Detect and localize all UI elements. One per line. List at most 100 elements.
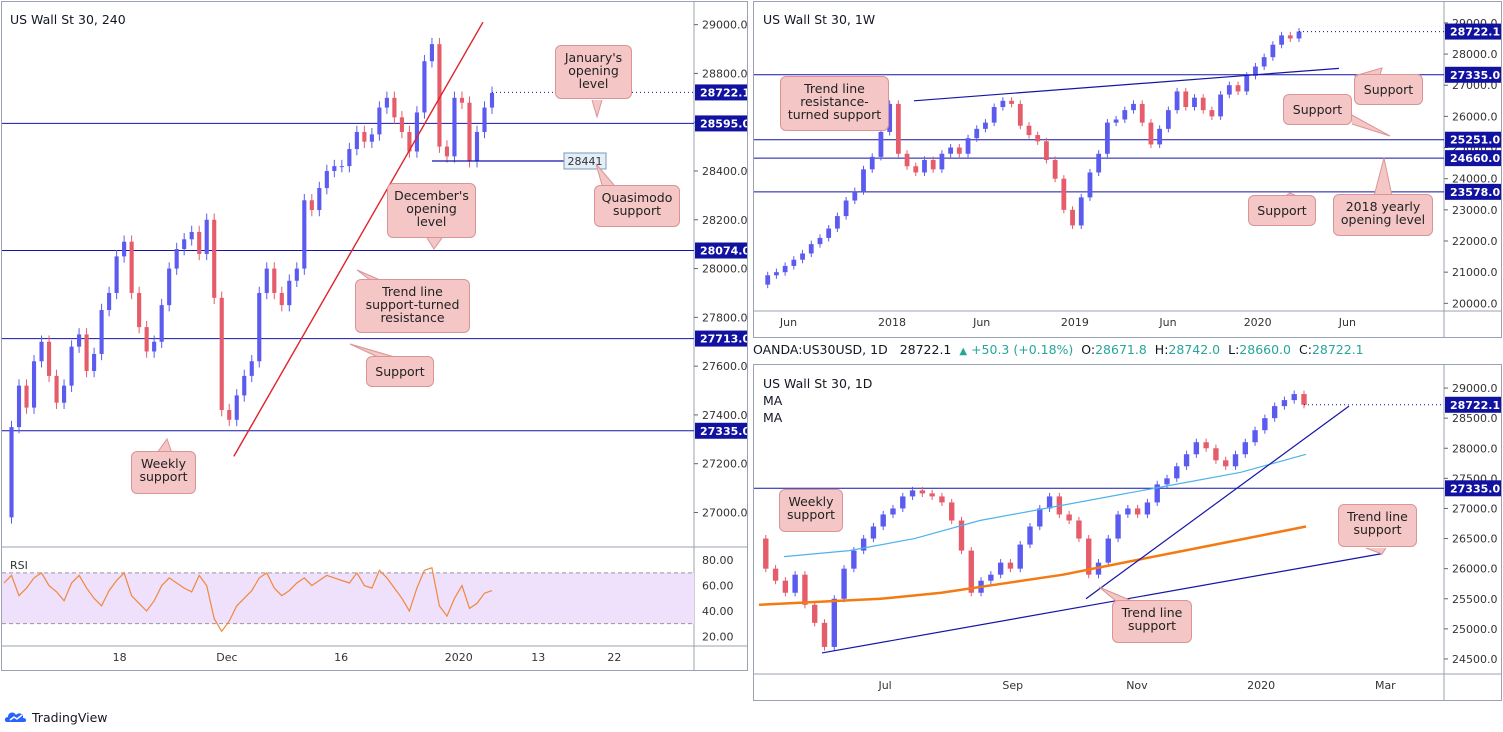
tradingview-logo[interactable]: TradingView xyxy=(4,709,108,725)
candle-body xyxy=(129,241,134,293)
candle-body xyxy=(429,44,435,62)
price-tick-label: 25000.0 xyxy=(1452,623,1498,636)
candle-body xyxy=(1232,454,1239,467)
candle-body xyxy=(1252,430,1258,443)
price-tick-label: 26000.0 xyxy=(1452,110,1498,123)
callout-line: January's xyxy=(564,50,623,65)
candle-body xyxy=(354,131,359,150)
candle-body xyxy=(1115,514,1121,539)
january-opening-callout: January's opening level xyxy=(555,45,632,99)
candle-body xyxy=(988,574,994,581)
candle-body xyxy=(922,160,927,173)
callout-line: December's xyxy=(394,188,469,203)
weekly-support-top-callout: Support xyxy=(1354,74,1423,105)
candle-body xyxy=(392,97,397,118)
candle-body xyxy=(929,493,935,497)
candle-body xyxy=(878,131,884,157)
candle-body xyxy=(1291,394,1297,401)
price-tick-label: 29000.0 xyxy=(1452,382,1498,395)
last-price-label: 28722.1 xyxy=(700,86,748,99)
weekly-chart-canvas[interactable]: 29000.028000.027000.026000.025000.024000… xyxy=(754,2,1502,338)
price-tick-label: 24000.0 xyxy=(1452,173,1498,186)
candle-body xyxy=(904,153,910,167)
candle-body xyxy=(317,188,322,211)
candle-body xyxy=(84,334,89,372)
level-price-label: 28595.0 xyxy=(700,117,748,130)
candle-body xyxy=(1007,562,1014,569)
candle-body xyxy=(174,249,179,269)
candle-body xyxy=(212,219,217,298)
candle-body xyxy=(339,166,344,168)
time-tick-label: Sep xyxy=(1002,679,1023,692)
candle-body xyxy=(1213,448,1219,461)
candle-body xyxy=(1000,100,1006,108)
candle-body xyxy=(197,231,202,254)
last-price-label: 28722.1 xyxy=(1450,399,1500,412)
candle-body xyxy=(1270,44,1276,58)
candle-body xyxy=(1076,520,1082,539)
candle-body xyxy=(1164,478,1170,485)
ohlc-high: 28742.0 xyxy=(1168,342,1221,357)
candle-body xyxy=(1131,103,1136,111)
price-tick-label: 28800.0 xyxy=(702,67,748,80)
ohlc-bar: OANDA:US30USD, 1D 28722.1 ▲ +50.3 (+0.18… xyxy=(753,342,1364,362)
candle-body xyxy=(1125,508,1131,515)
candle-body xyxy=(1148,122,1154,145)
candle-body xyxy=(1183,454,1190,467)
ohlc-open: 28671.8 xyxy=(1095,342,1147,357)
candle-body xyxy=(1087,172,1093,198)
candle-body xyxy=(930,160,936,170)
weekly-support-callout: Weekly support xyxy=(131,451,196,494)
callout-line: 2018 yearly xyxy=(1345,199,1421,214)
trend-line xyxy=(1085,405,1350,600)
price-tick-label: 27000.0 xyxy=(702,506,748,519)
time-tick-label: 18 xyxy=(113,651,127,664)
candle-body xyxy=(956,147,962,154)
candle-body xyxy=(1301,394,1307,405)
rsi-band xyxy=(2,572,694,624)
callout-line: turned support xyxy=(787,107,882,122)
tradingview-cloud-icon xyxy=(4,712,27,722)
candle-body xyxy=(369,134,374,142)
candle-body xyxy=(99,310,104,354)
candle-body xyxy=(1261,57,1267,67)
price-tick-label: 27800.0 xyxy=(702,311,748,324)
time-tick-label: Jun xyxy=(1338,316,1356,329)
candle-body xyxy=(294,268,299,281)
candle-body xyxy=(31,361,37,408)
candle-body xyxy=(24,385,29,408)
weekly-chart-panel[interactable]: 29000.0 28000.0 27000.0 26000.0 25000.0 24000… xyxy=(753,1,1502,338)
callout-line: support xyxy=(1128,618,1176,633)
candle-body xyxy=(983,122,988,129)
candle-body xyxy=(444,146,450,157)
daily-chart-canvas[interactable]: 29000.028500.028000.027500.027000.026500… xyxy=(754,365,1502,701)
callout-line: support xyxy=(139,469,188,484)
time-tick-label: Mar xyxy=(1375,679,1396,692)
time-tick-label: 2020 xyxy=(1244,316,1272,329)
price-tick-label: 20000.0 xyxy=(1452,297,1498,310)
callout-line: opening level xyxy=(1340,212,1426,227)
price-tick-label: 29000.0 xyxy=(702,19,748,32)
brand-name: TradingView xyxy=(32,709,108,725)
candle-body xyxy=(9,427,14,518)
candle-body xyxy=(821,622,828,647)
candle-body xyxy=(204,219,209,254)
weekly-support-bottom-callout: Support xyxy=(1248,195,1316,226)
candle-body xyxy=(1139,103,1145,123)
rsi-tick-label: 60.00 xyxy=(702,580,734,593)
candle-body xyxy=(92,353,97,372)
quasimodo-label: 28441 xyxy=(568,155,603,168)
december-opening-callout: December's opening level xyxy=(387,183,476,238)
h4-chart-panel[interactable]: 29000.028800.028600.028400.028200.028000… xyxy=(1,1,748,671)
callout-line: Trend line xyxy=(1121,605,1183,620)
candle-body xyxy=(1070,209,1075,226)
candle-body xyxy=(347,149,352,167)
candle-body xyxy=(167,268,172,306)
candle-body xyxy=(467,102,472,162)
time-tick-label: 2019 xyxy=(1061,316,1089,329)
candle-body xyxy=(39,341,44,362)
candle-body xyxy=(257,292,262,362)
candle-body xyxy=(189,231,194,240)
h4-chart-title: US Wall St 30, 240 xyxy=(10,12,126,27)
h4-chart-canvas[interactable]: 29000.028800.028600.028400.028200.028000… xyxy=(2,2,748,671)
